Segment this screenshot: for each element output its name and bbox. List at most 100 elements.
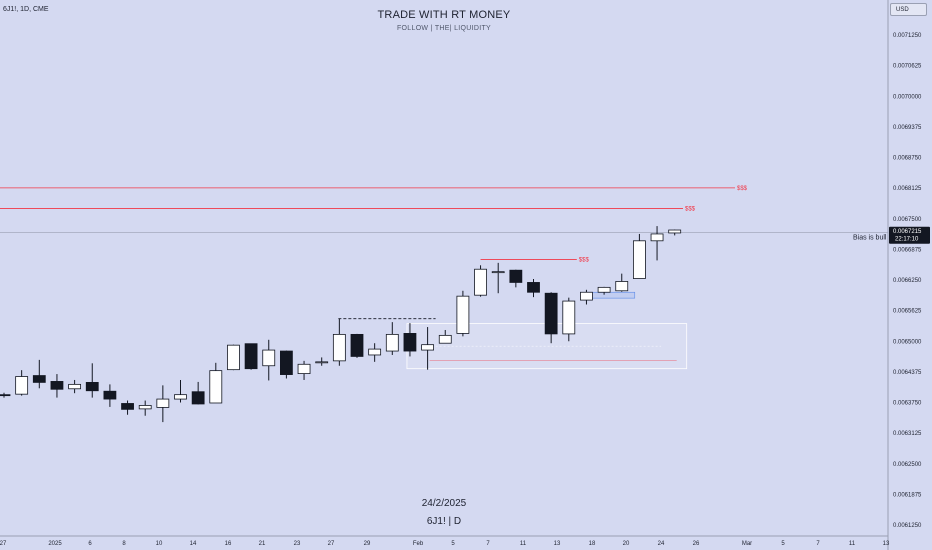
candle[interactable]: [103, 384, 117, 407]
bias-annotation: Bias is bull: [853, 235, 887, 242]
candle-body: [544, 292, 558, 335]
symbol-timeframe-watermark: 6J1! | D: [426, 516, 462, 527]
price-tick-label: 0.0061250: [893, 523, 922, 529]
time-tick-label: Feb: [413, 541, 424, 547]
time-tick-label: 13: [554, 541, 561, 547]
price-tick-label: 0.0066250: [893, 278, 922, 284]
price-tick-label: 0.0067500: [893, 217, 922, 223]
candle[interactable]: [456, 290, 470, 337]
chart-title: TRADE WITH RT MONEY: [377, 9, 511, 21]
time-tick-label: 24: [658, 541, 665, 547]
candle-body: [474, 268, 487, 296]
candle-body: [421, 344, 435, 351]
chart-subtitle: FOLLOW | THE| LIQUIDITY: [396, 25, 492, 32]
candle[interactable]: [633, 233, 646, 279]
time-tick-label: 2025: [48, 541, 62, 547]
price-tick-label: 0.0064375: [893, 370, 922, 376]
candle-body: [244, 343, 258, 370]
time-tick-label: 7: [486, 541, 490, 547]
candle[interactable]: [597, 286, 611, 295]
candle[interactable]: [227, 344, 240, 371]
candle[interactable]: [527, 279, 540, 298]
price-tick-label: 0.0061875: [893, 492, 922, 498]
time-tick-label: 16: [225, 541, 232, 547]
candle[interactable]: [580, 289, 593, 305]
price-tick-label: 0.0070000: [893, 94, 922, 100]
candle[interactable]: [438, 329, 452, 344]
currency-selector[interactable]: USD: [890, 3, 927, 16]
candle-body: [633, 240, 646, 279]
time-tick-label: 21: [259, 541, 266, 547]
candle-body: [438, 334, 452, 344]
candle[interactable]: [297, 360, 311, 380]
candle-body: [209, 370, 223, 404]
candle[interactable]: [121, 400, 134, 415]
candle[interactable]: [15, 370, 29, 396]
candle[interactable]: [350, 333, 364, 358]
candle[interactable]: [174, 379, 187, 403]
candle[interactable]: [650, 226, 664, 261]
candle-body: [227, 344, 240, 371]
price-tick-label: 0.0068125: [893, 186, 922, 192]
candle-body: [85, 382, 99, 392]
candle[interactable]: [544, 292, 558, 344]
candle[interactable]: [491, 262, 505, 294]
candle[interactable]: [209, 362, 223, 404]
candle-body: [0, 394, 11, 397]
candle[interactable]: [315, 357, 329, 366]
candle[interactable]: [50, 374, 64, 398]
candle[interactable]: [668, 229, 682, 236]
candle[interactable]: [474, 265, 487, 297]
candle[interactable]: [138, 400, 152, 416]
liquidity-label: $$$: [685, 206, 696, 212]
candle[interactable]: [85, 363, 99, 398]
candle-body: [332, 333, 346, 362]
candle[interactable]: [68, 379, 81, 394]
time-tick-label: 11: [520, 541, 527, 547]
price-tick-label: 0.0069375: [893, 125, 922, 131]
price-tick-label: 0.0065000: [893, 339, 922, 345]
current-price-tag: [889, 226, 930, 244]
candle-body: [562, 300, 576, 335]
candle-body: [297, 363, 311, 374]
symbol-info: 6J1!, 1D, CME: [3, 6, 49, 13]
candle-body: [191, 391, 205, 405]
candle[interactable]: [368, 343, 382, 362]
candle-body: [385, 333, 399, 352]
price-tick-label: 0.0070625: [893, 64, 922, 70]
candle-body: [68, 383, 81, 390]
candle[interactable]: [0, 392, 11, 398]
time-tick-label: Mar: [742, 541, 752, 547]
candle[interactable]: [279, 350, 293, 379]
candle[interactable]: [403, 323, 417, 357]
candle[interactable]: [509, 269, 523, 288]
candle-body: [368, 348, 382, 356]
candle-body: [597, 286, 611, 293]
candle-body: [138, 405, 152, 410]
candle[interactable]: [562, 297, 576, 342]
candle[interactable]: [385, 322, 399, 355]
candle[interactable]: [191, 381, 205, 405]
time-tick-label: 18: [589, 541, 596, 547]
liquidity-label: $$$: [737, 186, 748, 192]
candle[interactable]: [421, 327, 435, 370]
candle-body: [121, 403, 134, 410]
candle[interactable]: [615, 273, 629, 292]
candle-body: [262, 349, 276, 367]
candle[interactable]: [32, 359, 46, 389]
candle-body: [15, 376, 29, 395]
candle-body: [509, 269, 523, 283]
candle[interactable]: [332, 318, 346, 366]
candle-body: [32, 375, 46, 383]
candle-body: [456, 295, 470, 334]
candle-body: [527, 282, 540, 293]
candle[interactable]: [156, 385, 170, 423]
candle[interactable]: [244, 343, 258, 370]
candle[interactable]: [262, 339, 276, 381]
candle-body: [103, 390, 117, 400]
candle-body: [403, 333, 417, 352]
price-tick-label: 0.0068750: [893, 156, 922, 162]
time-tick-label: 10: [156, 541, 163, 547]
time-tick-label: 27: [328, 541, 335, 547]
